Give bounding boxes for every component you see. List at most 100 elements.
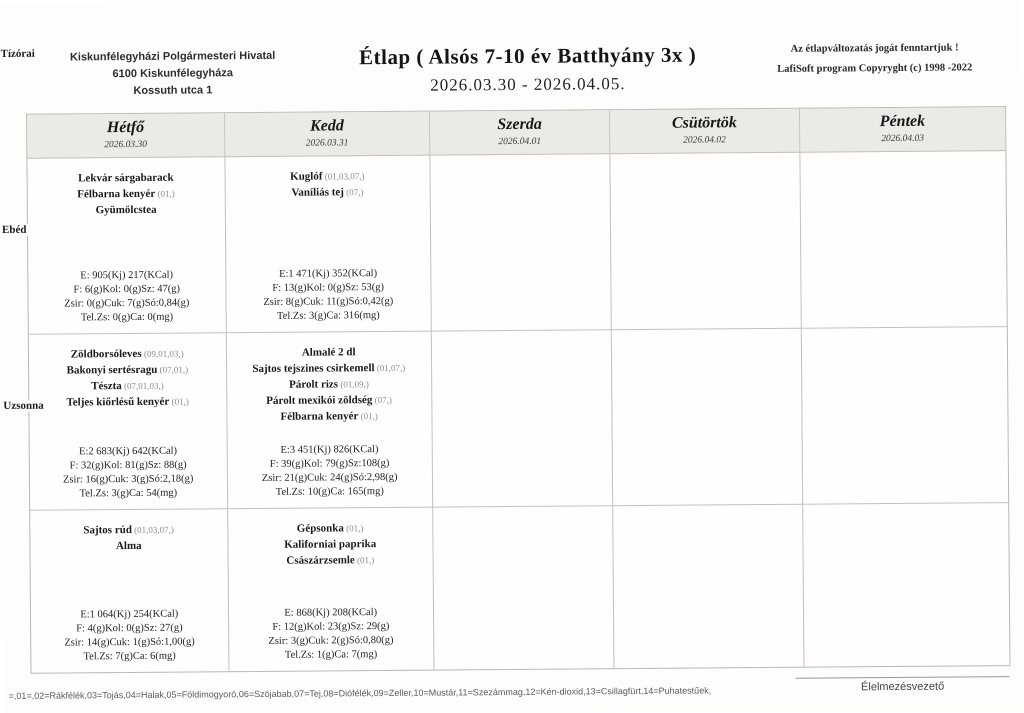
nutrition-line: F: 6(g)Kol: 0(g)Sz: 47(g) (73, 283, 181, 296)
nutrition-block (436, 321, 607, 322)
meal-cell (613, 504, 805, 669)
item-name: Félbarna kenyér (77, 187, 156, 201)
day-name: Szerda (497, 115, 542, 134)
item-name: Teljes kiőrlésű kenyér (66, 395, 170, 409)
menu-items (804, 163, 1001, 165)
item-name: Sajtos rúd (83, 523, 132, 537)
day-date: 2026.04.01 (498, 136, 542, 148)
nutrition-line: Zsir: 8(g)Cuk: 11(g)Só:0,42(g) (263, 295, 394, 308)
nutrition-line: E:2 683(Kj) 642(KCal) (78, 445, 178, 458)
allergen-codes: (07,01,03,) (121, 380, 164, 392)
day-header: Szerda 2026.04.01 (429, 110, 611, 156)
menu-item: Vaníliás tej (07,) (229, 184, 425, 202)
meal-cell (430, 154, 612, 332)
menu-items: Almalé 2 dl Sajtos tejszines csirkemell (… (230, 344, 427, 426)
nutrition-block: E: 868(Kj) 208(KCal) F: 12(g)Kol: 23(g)Sz… (233, 606, 430, 664)
day-date: 2026.04.02 (683, 135, 726, 146)
page-title: Étlap ( Alsós 7-10 év Batthyány 3x ) (358, 42, 697, 70)
nutrition-line: Tel.Zs: 10(g)Ca: 165(mg) (275, 486, 384, 498)
menu-item: Sajtos rúd (01,03,07,) (34, 521, 223, 538)
meal-cell (801, 327, 1009, 505)
nutrition-line: F: 13(g)Kol: 0(g)Sz: 53(g) (272, 282, 385, 294)
day-date: 2026.03.31 (305, 138, 349, 149)
menu-items (614, 165, 795, 166)
day-name: Hétfő (106, 118, 145, 137)
menu-change-notice: Az étlapváltozatás jogát fenntartjuk ! (790, 42, 959, 55)
day-date: 2026.03.30 (104, 139, 148, 151)
menu-items (434, 166, 605, 167)
nutrition-block: E:3 451(Kj) 826(KCal) F: 39(g)Kol: 79(g)S… (231, 443, 428, 501)
allergen-codes: (01,03,07,) (131, 524, 174, 535)
menu-item: Teljes kiőrlésű kenyér (01,) (33, 393, 222, 410)
nutrition-block (617, 496, 798, 497)
nutrition-line: Zsir: 21(g)Cuk: 24(g)Só:2,98(g) (261, 471, 398, 484)
menu-items: Gépsonka (01,) Kaliforniai paprika Császár… (232, 520, 429, 570)
week-date-range: 2026.03.30 - 2026.04.05. (430, 74, 626, 95)
day-header: Péntek 2026.04.03 (799, 107, 1006, 153)
nutrition-line: Zsir: 0(g)Cuk: 7(g)Só:0,84(g) (64, 297, 190, 310)
allergen-codes: (01,) (358, 411, 378, 422)
meal-cell (610, 152, 802, 331)
menu-item: Kuglóf (01,03,07,) (229, 168, 425, 186)
menu-item: Félbarna kenyér (01,) (32, 185, 221, 202)
allergen-codes: (01,03,07,) (322, 171, 365, 182)
menu-items: Sajtos rúd (01,03,07,) Alma (34, 521, 223, 554)
day-header: Hétfő 2026.03.30 (27, 113, 225, 159)
meal-cell: Gépsonka (01,) Kaliforniai paprika Császár… (227, 507, 435, 672)
nutrition-line: E: 868(Kj) 208(KCal) (284, 607, 378, 619)
day-name: Csütörtök (671, 114, 737, 132)
item-name: Tészta (91, 380, 122, 393)
item-name: Kuglóf (290, 170, 323, 183)
allergen-codes: (07,01,) (157, 364, 189, 375)
menu-item: Párolt mexikói zöldség (07,) (231, 392, 427, 410)
nutrition-line: F: 39(g)Kol: 79(g)Sz:108(g) (269, 457, 390, 470)
nutrition-block (438, 660, 609, 661)
nutrition-line: Zsir: 16(g)Cuk: 3(g)Só:2,18(g) (62, 473, 194, 486)
item-name: Párolt mexikói zöldség (266, 394, 373, 407)
meal-row-label-ebed: Ebéd (0, 223, 31, 237)
day-date: 2026.04.03 (881, 133, 924, 145)
meal-row-label-tizorai: Tízórai (0, 47, 39, 61)
menu-item: Gépsonka (01,) (232, 520, 428, 538)
meal-row-label-uzsonna: Uzsonna (1, 399, 48, 413)
menu-item: Lekvár sárgabarack (32, 169, 221, 186)
meal-cell (611, 328, 803, 507)
item-name: Vaníliás tej (291, 186, 344, 199)
menu-item: Párolt rizs (01,09,) (231, 376, 427, 394)
notice-block: Az étlapváltozatás jogát fenntartjuk ! L… (740, 38, 1010, 80)
menu-item: Zöldborsóleves (09,01,03,) (33, 345, 222, 362)
allergen-codes: (01,09,) (338, 379, 369, 390)
menu-items (436, 342, 607, 343)
item-name: Félbarna kenyér (280, 410, 359, 423)
menu-items (616, 341, 797, 342)
meal-cell: Almalé 2 dl Sajtos tejszines csirkemell (… (226, 331, 434, 510)
nutrition-block (805, 318, 1002, 320)
item-name: Párolt rizs (289, 378, 339, 391)
menu-item: Almalé 2 dl (230, 344, 426, 362)
menu-item: Császárzsemle (01,) (232, 552, 428, 570)
nutrition-line: Tel.Zs: 3(g)Ca: 54(mg) (79, 487, 178, 500)
menu-items: Kuglóf (01,03,07,) Vaníliás tej (07,) (229, 168, 426, 202)
nutrition-block: E: 905(Kj) 217(KCal) F: 6(g)Kol: 0(g)Sz: … (32, 268, 221, 325)
allergen-codes: (09,01,03,) (141, 348, 184, 359)
software-copyright: LafiSoft program Copyryght (c) 1998 -202… (777, 62, 973, 75)
menu-item: Alma (34, 537, 223, 554)
title-block: Étlap ( Alsós 7-10 év Batthyány 3x ) 202… (328, 42, 728, 96)
nutrition-line: F: 12(g)Kol: 23(g)Sz: 29(g) (272, 620, 390, 633)
meal-cell: Lekvár sárgabarack Félbarna kenyér (01,) G… (27, 157, 227, 335)
nutrition-block: E:2 683(Kj) 642(KCal) F: 32(g)Kol: 81(g)S… (34, 444, 223, 501)
nutrition-line: Zsir: 14(g)Cuk: 1(g)Só:1,00(g) (64, 636, 195, 649)
allergen-codes: (01,) (354, 555, 375, 566)
nutrition-line: Tel.Zs: 0(g)Ca: 0(mg) (80, 311, 174, 324)
allergen-codes: (07,) (343, 187, 364, 198)
menu-items (617, 517, 798, 518)
item-name: Bakonyi sertésragu (66, 363, 158, 377)
menu-item: Tészta (07,01,03,) (33, 377, 222, 394)
menu-items (805, 339, 1002, 341)
allergen-codes: (01,) (343, 523, 364, 534)
item-name: Almalé 2 dl (301, 346, 356, 359)
nutrition-block (616, 320, 797, 321)
menu-items (807, 515, 1004, 517)
menu-item: Sajtos tejszines csirkemell (01,07,) (231, 360, 427, 378)
